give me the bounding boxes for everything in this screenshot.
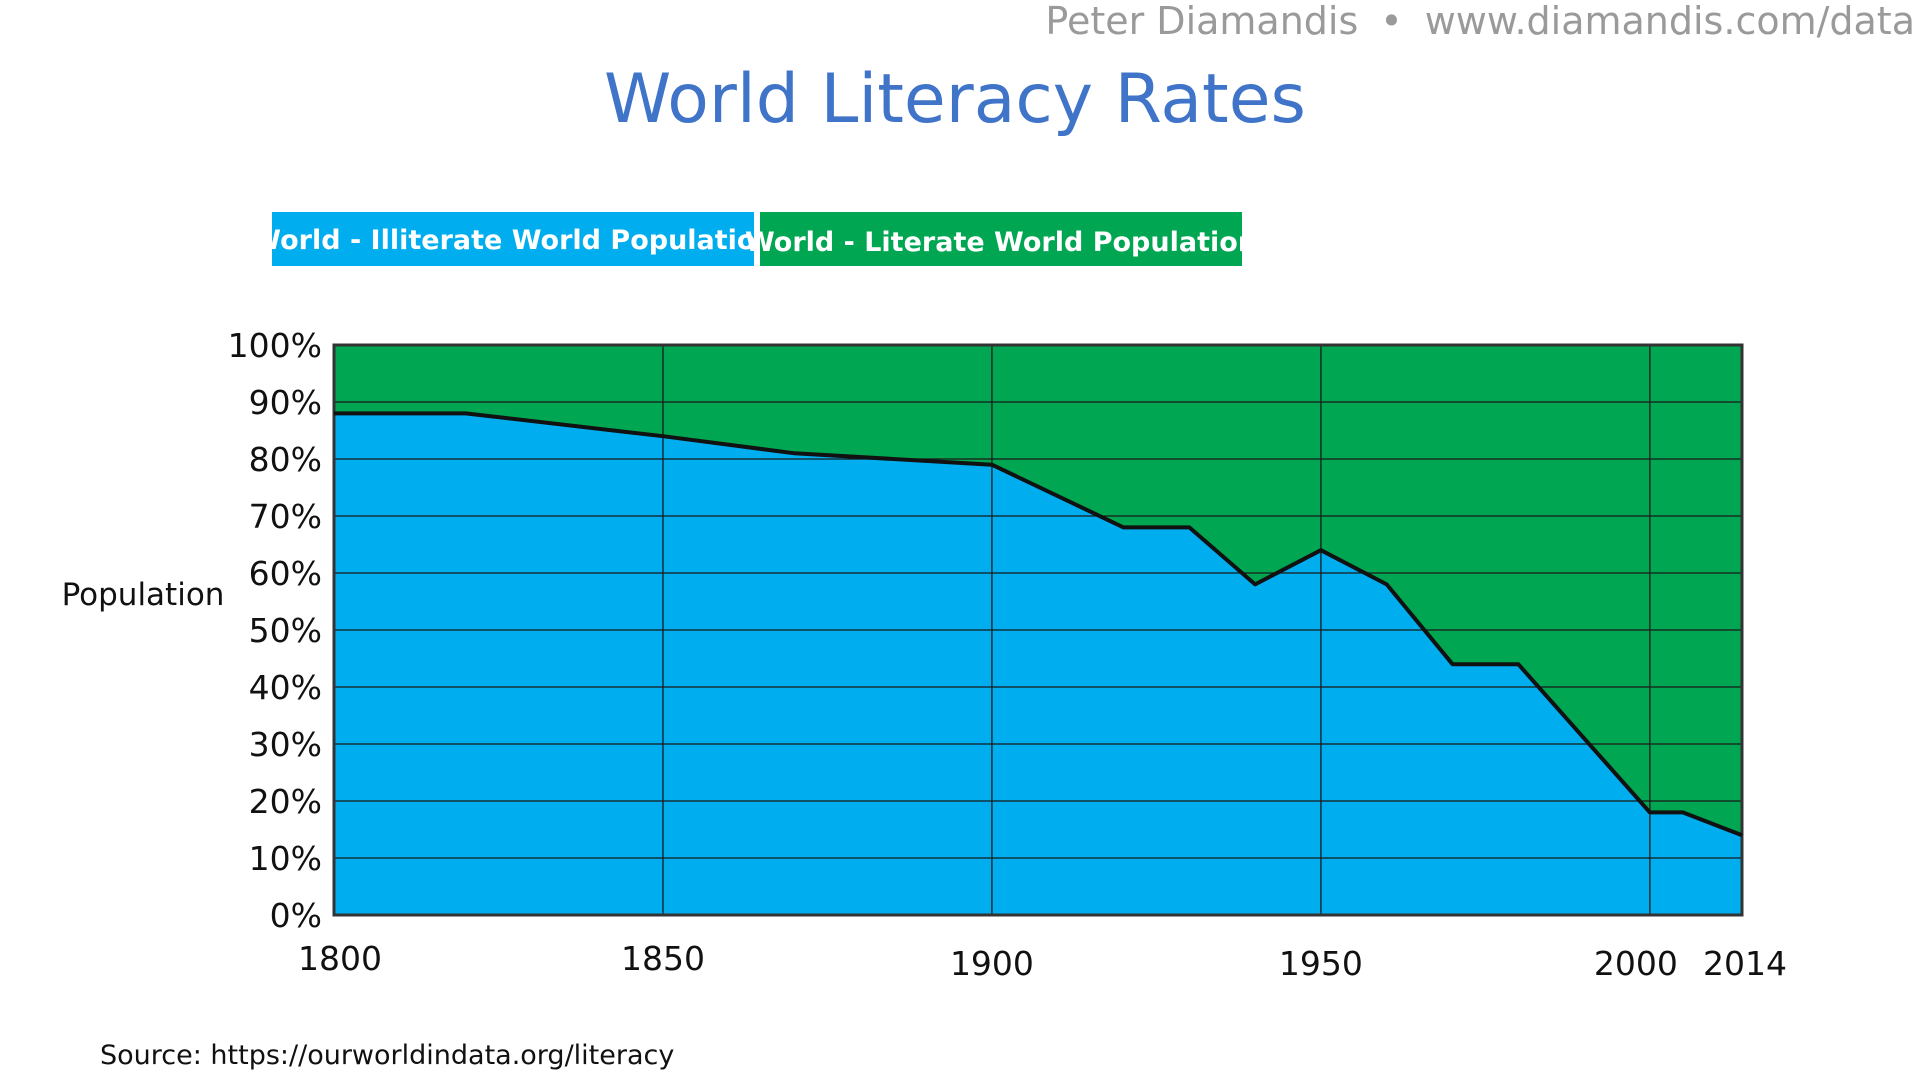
header-website: www.diamandis.com/data [1425, 0, 1915, 43]
y-tick-label: 30% [249, 725, 322, 764]
y-tick-label: 20% [249, 782, 322, 821]
x-tick-label: 1800 [298, 939, 382, 978]
x-tick-label: 1850 [621, 939, 705, 978]
y-axis-label: Population [62, 577, 225, 613]
legend-label-illiterate: World - Illiterate World Population [251, 225, 774, 256]
y-tick-label: 0% [270, 896, 322, 935]
header-author: Peter Diamandis [1045, 0, 1358, 43]
header-separator: • [1380, 0, 1402, 43]
legend-label-literate: World - Literate World Population [745, 227, 1257, 258]
header-attribution: Peter Diamandis • www.diamandis.com/data [1045, 0, 1915, 43]
y-tick-label: 60% [249, 554, 322, 593]
y-tick-label: 40% [249, 668, 322, 707]
x-tick-label: 2014 [1703, 944, 1787, 983]
plot-line [334, 411, 1743, 838]
series-line-boundary [334, 411, 1743, 838]
legend: World - Illiterate World Population Worl… [251, 212, 1257, 266]
x-tick-label: 1950 [1279, 944, 1363, 983]
plot-grid [332, 343, 1744, 917]
y-axis-ticks: 0% 10% 20% 30% 40% 50% 60% 70% 80% 90% 100% [228, 326, 322, 935]
y-tick-label: 80% [249, 440, 322, 479]
chart-title: World Literacy Rates [604, 60, 1306, 139]
plot-areas [334, 345, 1742, 915]
legend-item-illiterate [272, 212, 754, 266]
plot-border [332, 343, 1744, 917]
y-tick-label: 50% [249, 611, 322, 650]
area-illiterate [334, 413, 1742, 915]
y-tick-label: 70% [249, 497, 322, 536]
y-tick-label: 100% [228, 326, 322, 365]
x-axis-ticks: 1800 1850 1900 1950 2000 2014 [298, 939, 1787, 983]
y-tick-label: 10% [249, 839, 322, 878]
source-note: Source: https://ourworldindata.org/liter… [100, 1040, 674, 1071]
area-literate [334, 345, 1742, 836]
x-tick-label: 1900 [950, 944, 1034, 983]
x-tick-label: 2000 [1594, 944, 1678, 983]
legend-item-literate [760, 212, 1242, 266]
y-tick-label: 90% [249, 383, 322, 422]
